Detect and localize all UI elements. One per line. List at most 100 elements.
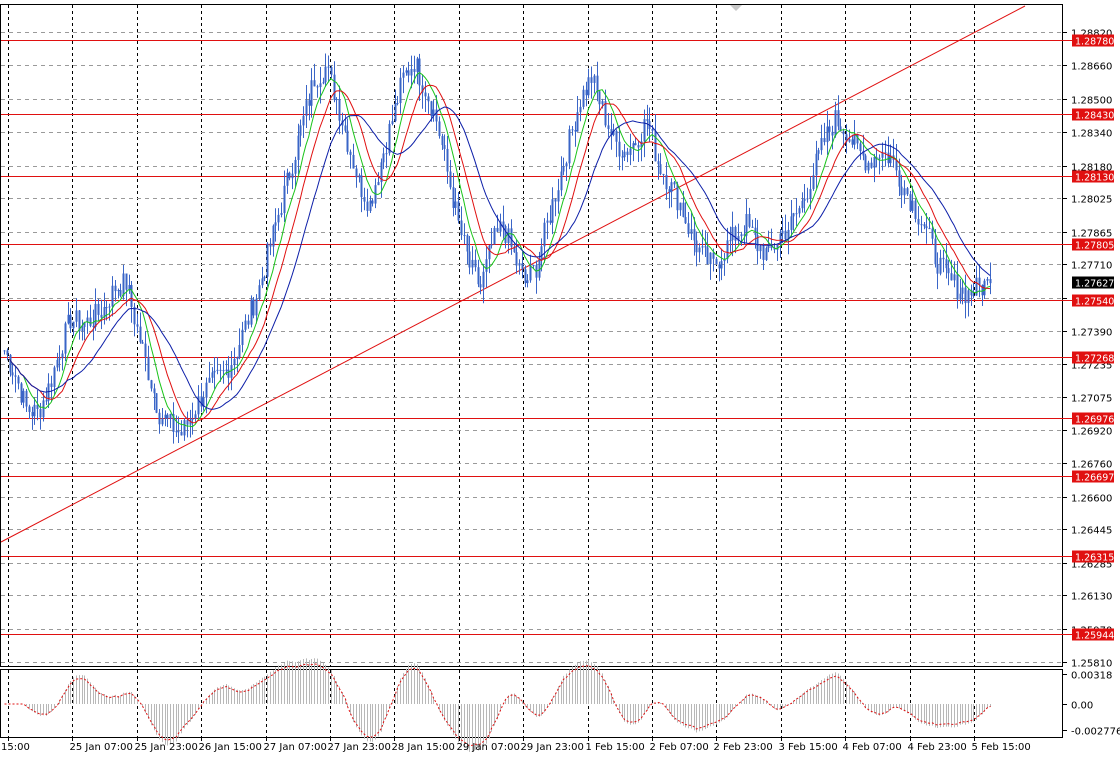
candle-body	[884, 152, 887, 154]
candle-body	[391, 121, 394, 124]
price-tick-label: 1.26760	[1071, 460, 1112, 471]
candle-body	[380, 162, 383, 183]
candle-body	[399, 77, 402, 104]
candle-body	[360, 175, 363, 198]
candle-body	[917, 218, 920, 225]
candle-body	[438, 121, 441, 137]
candle-body	[47, 383, 50, 401]
candle-body	[299, 125, 302, 136]
price-tick-label: 1.27235	[1071, 361, 1112, 372]
candle-body	[385, 153, 388, 155]
candle-body	[427, 96, 430, 102]
time-label: 27 Jan 23:00	[328, 742, 391, 753]
candle-body	[549, 220, 552, 223]
candle-body	[219, 369, 222, 371]
time-label: 4 Feb 07:00	[843, 742, 902, 753]
candle-body	[200, 396, 203, 407]
candle-body	[975, 277, 978, 296]
osc-signal-line	[4, 663, 991, 747]
candle-body	[734, 227, 737, 241]
candle-body	[330, 67, 333, 75]
candle-body	[720, 261, 723, 269]
candle-body	[773, 247, 776, 250]
level-price-tag	[1072, 238, 1114, 251]
candle-body	[848, 139, 851, 142]
candle-body	[358, 175, 361, 178]
candle-body	[407, 70, 410, 76]
candle-body	[942, 257, 945, 260]
candle-body	[543, 222, 546, 247]
candle-body	[809, 189, 812, 199]
candle-body	[338, 99, 341, 121]
candle-body	[779, 233, 782, 245]
candle-body	[322, 82, 325, 84]
current-price-label: 1.27627	[1075, 279, 1114, 290]
candle-body	[61, 353, 64, 359]
candle-body	[668, 189, 671, 193]
price-tick-label: 1.25810	[1071, 659, 1112, 670]
candle-body	[147, 356, 150, 381]
candle-body	[670, 182, 673, 193]
time-label: 1 Feb 15:00	[586, 742, 645, 753]
price-tick-label: 1.27075	[1071, 394, 1112, 405]
candle-body	[363, 197, 366, 202]
candle-body	[205, 382, 208, 398]
candle-body	[144, 343, 147, 357]
candle-body	[441, 136, 444, 146]
candle-body	[640, 141, 643, 148]
candle-body	[366, 201, 369, 211]
time-label: 15:00	[1, 742, 30, 753]
candle-body	[931, 228, 934, 239]
candle-body	[216, 369, 219, 371]
candle-body	[490, 244, 493, 246]
candle-body	[355, 168, 358, 178]
candle-body	[105, 307, 108, 309]
candle-body	[698, 247, 701, 253]
candle-body	[621, 156, 624, 158]
candle-body	[726, 240, 729, 259]
candle-body	[139, 326, 142, 343]
candle-body	[485, 259, 488, 272]
candle-body	[659, 164, 662, 174]
time-label: 25 Jan 23:00	[135, 742, 198, 753]
candle-body	[468, 251, 471, 268]
trendline[interactable]	[0, 5, 1026, 543]
candle-body	[166, 414, 169, 419]
candle-body	[856, 134, 859, 144]
candle-body	[601, 101, 604, 105]
candle-body	[989, 279, 992, 284]
level-price-label: 1.26315	[1075, 553, 1114, 564]
candle-body	[903, 188, 906, 196]
candle-body	[169, 414, 172, 419]
candle-body	[557, 190, 560, 202]
candle-body	[191, 418, 194, 420]
candle-body	[928, 228, 931, 230]
candle-body	[579, 106, 582, 113]
level-price-tag	[1072, 470, 1114, 483]
candle-body	[103, 307, 106, 318]
candle-body	[33, 404, 36, 417]
candle-body	[405, 70, 408, 73]
candle-body	[175, 431, 178, 433]
candle-body	[934, 238, 937, 265]
candle-body	[454, 201, 457, 208]
candle-body	[950, 273, 953, 281]
level-price-tag	[1072, 108, 1114, 121]
level-price-label: 1.25944	[1075, 631, 1114, 642]
candle-body	[704, 246, 707, 248]
level-price-label: 1.28130	[1075, 173, 1114, 184]
candle-body	[585, 89, 588, 96]
candle-body	[153, 388, 156, 394]
level-price-tag	[1072, 170, 1114, 183]
candle-body	[410, 69, 413, 76]
time-label: 25 Jan 07:00	[70, 742, 133, 753]
candle-body	[64, 323, 67, 354]
candle-body	[765, 248, 768, 260]
candle-body	[302, 115, 305, 126]
scroll-marker-icon[interactable]	[730, 5, 742, 11]
candle-body	[133, 306, 136, 325]
candle-body	[136, 324, 139, 327]
candle-body	[31, 412, 34, 417]
